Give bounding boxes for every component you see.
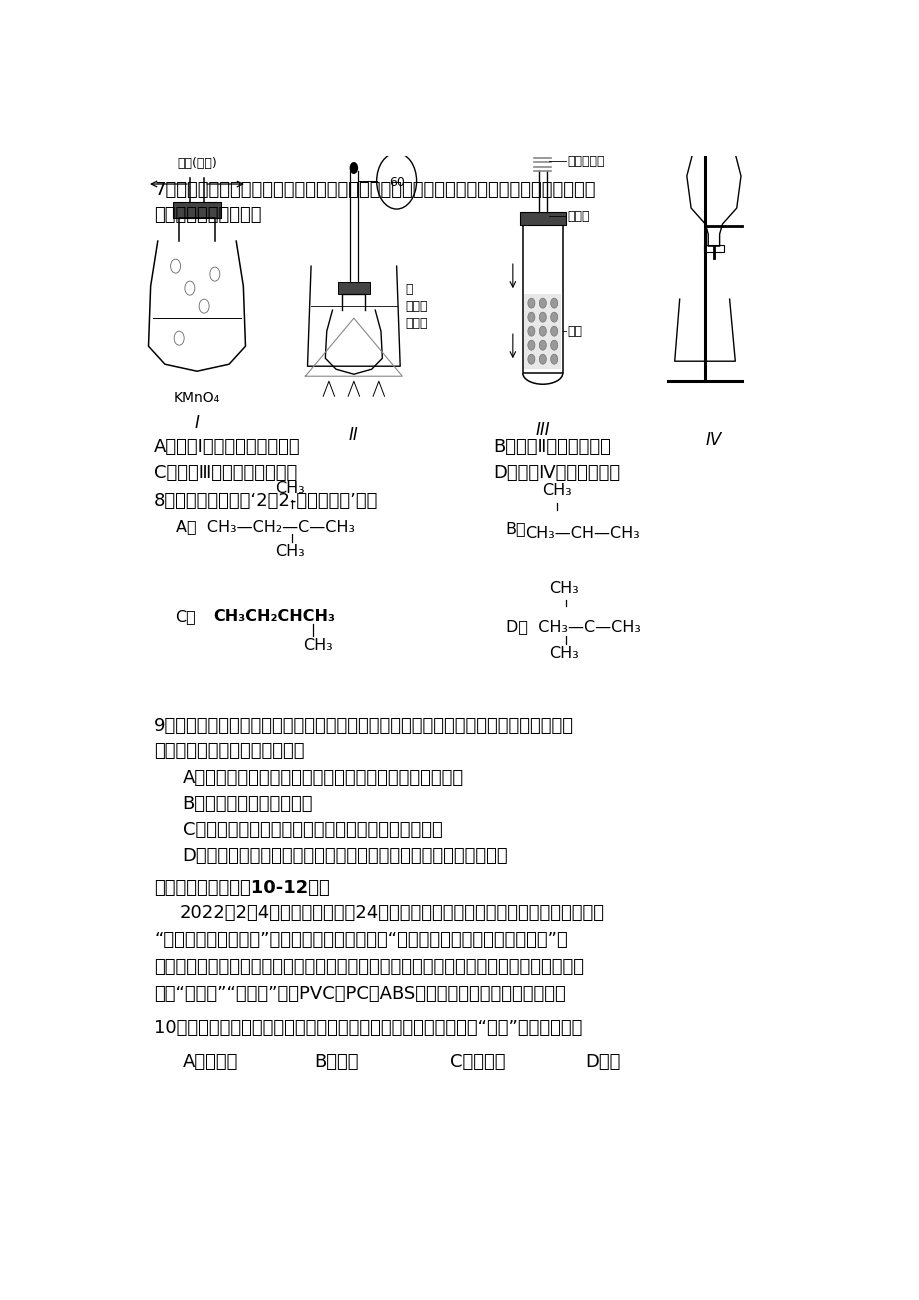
Text: CH₃—CH—CH₃: CH₃—CH—CH₃ [525,526,639,541]
Text: 10．用生物材料聚乳酸制作成可降解餐具作为冬奥会选手吃饭时的“饭碌”，聚乳酸属于: 10．用生物材料聚乳酸制作成可降解餐具作为冬奥会选手吃饭时的“饭碌”，聚乳酸属于 [154,1019,582,1037]
Circle shape [376,153,416,209]
Circle shape [528,298,534,308]
Text: A．氧化物: A．氧化物 [183,1053,238,1071]
Text: “公平公正，纯洁体育”的价値观，希望举办一届“像冰雪一样纯洁、干净的冬奥会”。: “公平公正，纯洁体育”的价値观，希望举办一届“像冰雪一样纯洁、干净的冬奥会”。 [154,931,567,949]
Circle shape [539,298,546,308]
Circle shape [528,354,534,364]
FancyBboxPatch shape [174,202,221,218]
Text: 苯
浓硝酸
浓硫酸: 苯 浓硝酸 浓硫酸 [404,282,427,330]
Text: 2022年2月4日在北京举办的第24届冬季奥运会给人们留下了深刻的印象，它倘导: 2022年2月4日在北京举办的第24届冬季奥运会给人们留下了深刻的印象，它倘导 [179,903,604,922]
Circle shape [528,326,534,337]
Text: 不能达到实验目的的是: 不能达到实验目的的是 [154,207,261,224]
Text: A．装置Ⅰ：除去甲烷中的乙烯: A．装置Ⅰ：除去甲烷中的乙烯 [154,438,301,456]
Circle shape [539,341,546,350]
Text: 玻璃管: 玻璃管 [566,209,589,222]
Text: CH₃CH₂CHCH₃: CH₃CH₂CHCH₃ [213,608,335,624]
Text: 乙醇: 乙醇 [566,325,582,338]
Text: A．  CH₃—CH₂—C—CH₃: A． CH₃—CH₂—C—CH₃ [176,519,354,534]
Text: B．石油的分馏是化学变化: B．石油的分馏是化学变化 [183,794,312,812]
Text: B．装置Ⅱ：制备硝基苯: B．装置Ⅱ：制备硝基苯 [493,438,610,456]
Text: B．: B． [505,521,526,536]
Text: 灼热的铜丝: 灼热的铜丝 [566,155,604,168]
FancyBboxPatch shape [338,282,369,294]
Circle shape [539,312,546,322]
Text: B．单质: B．单质 [314,1053,358,1071]
Text: D．煤的气化是把煤转化为可燃性气体的过程，该过程属于化学变化: D．煤的气化是把煤转化为可燃性气体的过程，该过程属于化学变化 [183,846,508,865]
Text: CH₃: CH₃ [275,481,304,497]
Circle shape [550,341,557,350]
Text: 绿色冬奥、科技冬奥是北京冬奥会的重要理念，餐具由生物材料聚乳酸制作而成，可降解；: 绿色冬奥、科技冬奥是北京冬奥会的重要理念，餐具由生物材料聚乳酸制作而成，可降解； [154,958,584,976]
Text: C．: C． [176,608,196,624]
Text: 顶流“冰墓墓”“雪容融”，由PVC、PC、ABS和亚克力等环保材料制作而成。: 顶流“冰墓墓”“雪容融”，由PVC、PC、ABS和亚克力等环保材料制作而成。 [154,985,565,1002]
Text: 7．实验是化学的灵魂，是化学学科的重要特征之一。下列实验装置（部分夹持仪器未画出）: 7．实验是化学的灵魂，是化学学科的重要特征之一。下列实验装置（部分夹持仪器未画出… [154,181,596,199]
Text: D．  CH₃—C—CH₃: D． CH₃—C—CH₃ [505,619,640,634]
Text: 阅读下列材料，完成10-12题：: 阅读下列材料，完成10-12题： [154,879,330,897]
Text: CH₃: CH₃ [275,545,304,559]
Text: 9．化石燃料是由古代生物的遗骸经过一系列复杂变化而形成的，是不可再生资源。下列: 9．化石燃料是由古代生物的遗骸经过一系列复杂变化而形成的，是不可再生资源。下列 [154,716,573,734]
Polygon shape [702,108,724,126]
Text: 8．下列物质命名为‘2，2-二甲基丙烷’的是: 8．下列物质命名为‘2，2-二甲基丙烷’的是 [154,493,379,511]
Text: C．装置Ⅲ：乙醇氧化为乙醉: C．装置Ⅲ：乙醇氧化为乙醉 [154,464,297,482]
Text: IV: IV [705,432,721,450]
Text: C．有机物: C．有机物 [449,1053,505,1071]
FancyBboxPatch shape [524,294,561,369]
Circle shape [550,326,557,337]
Circle shape [528,341,534,350]
Text: CH₃: CH₃ [303,638,333,654]
Circle shape [550,298,557,308]
Text: A．甲烷是天然气的主要成分，它是一种高效而洁净的燃料: A．甲烷是天然气的主要成分，它是一种高效而洁净的燃料 [183,768,463,786]
FancyBboxPatch shape [703,246,723,252]
Text: CH₃: CH₃ [541,484,572,498]
Text: I: I [194,415,199,433]
Text: C．石油通过催化裂化过程可获得汽油、煞油等轻质油: C．石油通过催化裂化过程可获得汽油、煞油等轻质油 [183,820,442,838]
Text: III: III [535,421,550,439]
Text: KMnO₄: KMnO₄ [174,391,220,406]
FancyBboxPatch shape [702,126,724,134]
Text: D．碱: D．碱 [585,1053,620,1071]
Circle shape [550,354,557,364]
Text: 甲烷(乙烯): 甲烷(乙烯) [177,157,217,170]
Text: II: II [348,426,358,445]
Text: CH₃: CH₃ [549,646,578,662]
Text: CH₃: CH₃ [549,581,578,597]
Text: 60: 60 [388,176,404,188]
FancyBboxPatch shape [519,212,565,225]
Circle shape [539,354,546,364]
Circle shape [539,326,546,337]
Circle shape [550,312,557,322]
Circle shape [349,162,357,174]
Circle shape [528,312,534,322]
Text: D．装置Ⅳ：分离苯和水: D．装置Ⅳ：分离苯和水 [493,464,619,482]
Text: 关于化石燃料的说法不正确的是: 关于化石燃料的说法不正确的是 [154,741,304,759]
